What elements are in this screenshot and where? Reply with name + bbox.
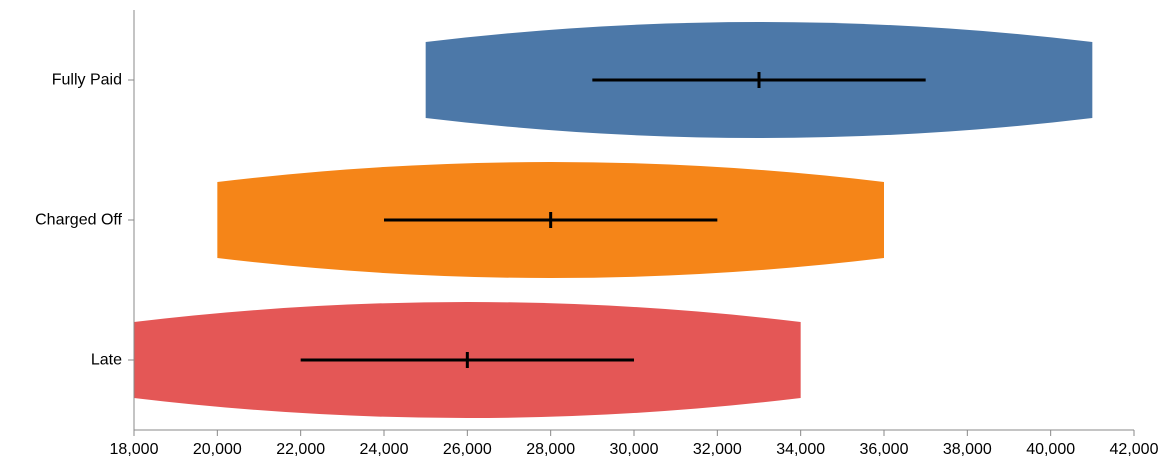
whisker-layer: [300, 72, 926, 368]
x-tick-label: 26,000: [443, 441, 492, 458]
x-tick-label: 28,000: [526, 441, 575, 458]
x-tick-label: 20,000: [193, 441, 242, 458]
y-tick-label: Fully Paid: [52, 72, 122, 89]
x-tick-label: 30,000: [610, 441, 659, 458]
x-tick-label: 34,000: [776, 441, 825, 458]
x-tick-label: 22,000: [276, 441, 325, 458]
x-tick-label: 42,000: [1110, 441, 1159, 458]
y-tick-label: Late: [91, 352, 122, 369]
x-tick-label: 36,000: [860, 441, 909, 458]
y-tick-label: Charged Off: [35, 212, 122, 229]
x-tick-label: 32,000: [693, 441, 742, 458]
y-axis: Fully Paid Charged Off Late: [35, 72, 134, 369]
x-axis: 18,000 20,000 22,000 24,000 26,000 28,000 30,0…: [110, 430, 1159, 458]
x-tick-label: 38,000: [943, 441, 992, 458]
x-tick-label: 18,000: [110, 441, 159, 458]
x-tick-label: 24,000: [360, 441, 409, 458]
x-tick-label: 40,000: [1026, 441, 1075, 458]
